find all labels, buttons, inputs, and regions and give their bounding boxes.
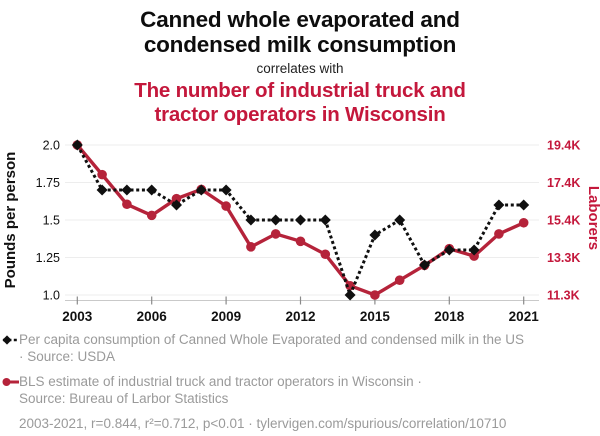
x-tick-label: 2018 xyxy=(434,309,465,324)
diamond-dashed-marker-icon xyxy=(2,331,19,350)
milk-data-point xyxy=(493,199,505,211)
laborers-data-point xyxy=(146,210,157,221)
chart-title-line1: Canned whole evaporated and xyxy=(140,7,460,32)
laborers-data-point xyxy=(295,236,306,247)
milk-data-point xyxy=(344,289,356,301)
legend-laborers-text: BLS estimate of industrial truck and tra… xyxy=(19,373,422,407)
milk-data-point xyxy=(71,139,83,151)
milk-data-point xyxy=(518,199,530,211)
chart-title-line2: condensed milk consumption xyxy=(143,32,457,57)
right-tick-label: 17.4K xyxy=(547,176,580,190)
milk-data-point xyxy=(96,184,108,196)
milk-data-point xyxy=(419,259,430,271)
laborers-data-point xyxy=(494,229,504,239)
laborers-data-point xyxy=(469,251,479,261)
x-tick-label: 2009 xyxy=(211,309,241,324)
left-tick-label: 2.0 xyxy=(43,139,60,153)
milk-data-point xyxy=(121,184,133,196)
right-tick-label: 11.3K xyxy=(547,289,580,303)
right-tick-label: 13.3K xyxy=(547,251,580,265)
right-axis-title: Laborers xyxy=(585,186,600,250)
milk-data-point xyxy=(146,184,158,196)
right-tick-label: 15.4K xyxy=(547,214,580,228)
legend-milk-line2: · Source: USDA xyxy=(19,349,116,364)
x-tick-label: 2012 xyxy=(285,309,315,324)
chart-legend: Per capita consumption of Canned Whole E… xyxy=(0,325,600,407)
chart-subtitle-line2: tractor operators in Wisconsin xyxy=(154,103,446,126)
left-tick-label: 1.75 xyxy=(36,176,60,190)
x-tick-label: 2015 xyxy=(360,309,391,324)
milk-data-point xyxy=(295,214,306,226)
laborers-data-point xyxy=(246,242,256,252)
laborers-data-point xyxy=(221,201,231,211)
chart-title: Canned whole evaporated and condensed mi… xyxy=(0,7,600,57)
milk-data-point xyxy=(220,184,232,196)
correlates-with-text: correlates with xyxy=(256,61,344,76)
milk-data-point xyxy=(171,199,182,211)
x-tick-label: 2021 xyxy=(509,309,540,324)
laborers-data-point xyxy=(171,193,182,204)
milk-data-point xyxy=(319,214,331,226)
milk-data-point xyxy=(195,184,207,196)
x-tick-label: 2006 xyxy=(137,309,168,324)
legend-laborers-line2: Source: Bureau of Larbor Statistics xyxy=(19,391,229,406)
footer-stats: 2003-2021, r=0.844, r²=0.712, p<0.01 · t… xyxy=(19,416,507,431)
legend-item-milk: Per capita consumption of Canned Whole E… xyxy=(2,331,592,365)
laborers-data-point xyxy=(518,217,529,228)
milk-data-point xyxy=(369,229,381,241)
milk-data-point xyxy=(468,244,480,256)
left-tick-label: 1.25 xyxy=(36,251,60,265)
chart-subtitle: The number of industrial truck and tract… xyxy=(0,79,600,127)
milk-data-point xyxy=(443,244,455,256)
legend-laborers-line1: BLS estimate of industrial truck and tra… xyxy=(19,374,422,389)
laborers-data-point xyxy=(270,229,281,239)
milk-data-point xyxy=(245,214,257,226)
milk-data-point xyxy=(270,214,282,226)
chart-area: 1.0 11.3K 1.25 13.3K 1.5 15.4K 1.75 17.4K 2.0 19.… xyxy=(0,127,600,325)
circle-solid-marker-icon xyxy=(2,373,19,392)
milk-data-point xyxy=(394,214,406,226)
laborers-data-point xyxy=(370,290,380,300)
left-tick-label: 1.5 xyxy=(43,214,60,228)
legend-item-laborers: BLS estimate of industrial truck and tra… xyxy=(2,373,592,407)
laborers-data-point xyxy=(122,199,132,210)
laborers-data-point xyxy=(394,275,405,285)
legend-milk-text: Per capita consumption of Canned Whole E… xyxy=(19,331,524,365)
left-axis-title: Pounds per person xyxy=(2,152,19,289)
legend-milk-line1: Per capita consumption of Canned Whole E… xyxy=(19,332,525,347)
laborers-data-point xyxy=(320,249,331,260)
x-tick-label: 2003 xyxy=(62,309,93,324)
correlation-line-chart: 1.0 11.3K 1.25 13.3K 1.5 15.4K 1.75 17.4K 2.0 19.… xyxy=(2,139,600,325)
laborers-data-point xyxy=(97,169,107,180)
chart-header: Canned whole evaporated and condensed mi… xyxy=(0,0,600,127)
chart-subtitle-line1: The number of industrial truck and xyxy=(134,79,466,102)
right-tick-label: 19.4K xyxy=(547,139,580,153)
left-tick-label: 1.0 xyxy=(43,289,60,303)
